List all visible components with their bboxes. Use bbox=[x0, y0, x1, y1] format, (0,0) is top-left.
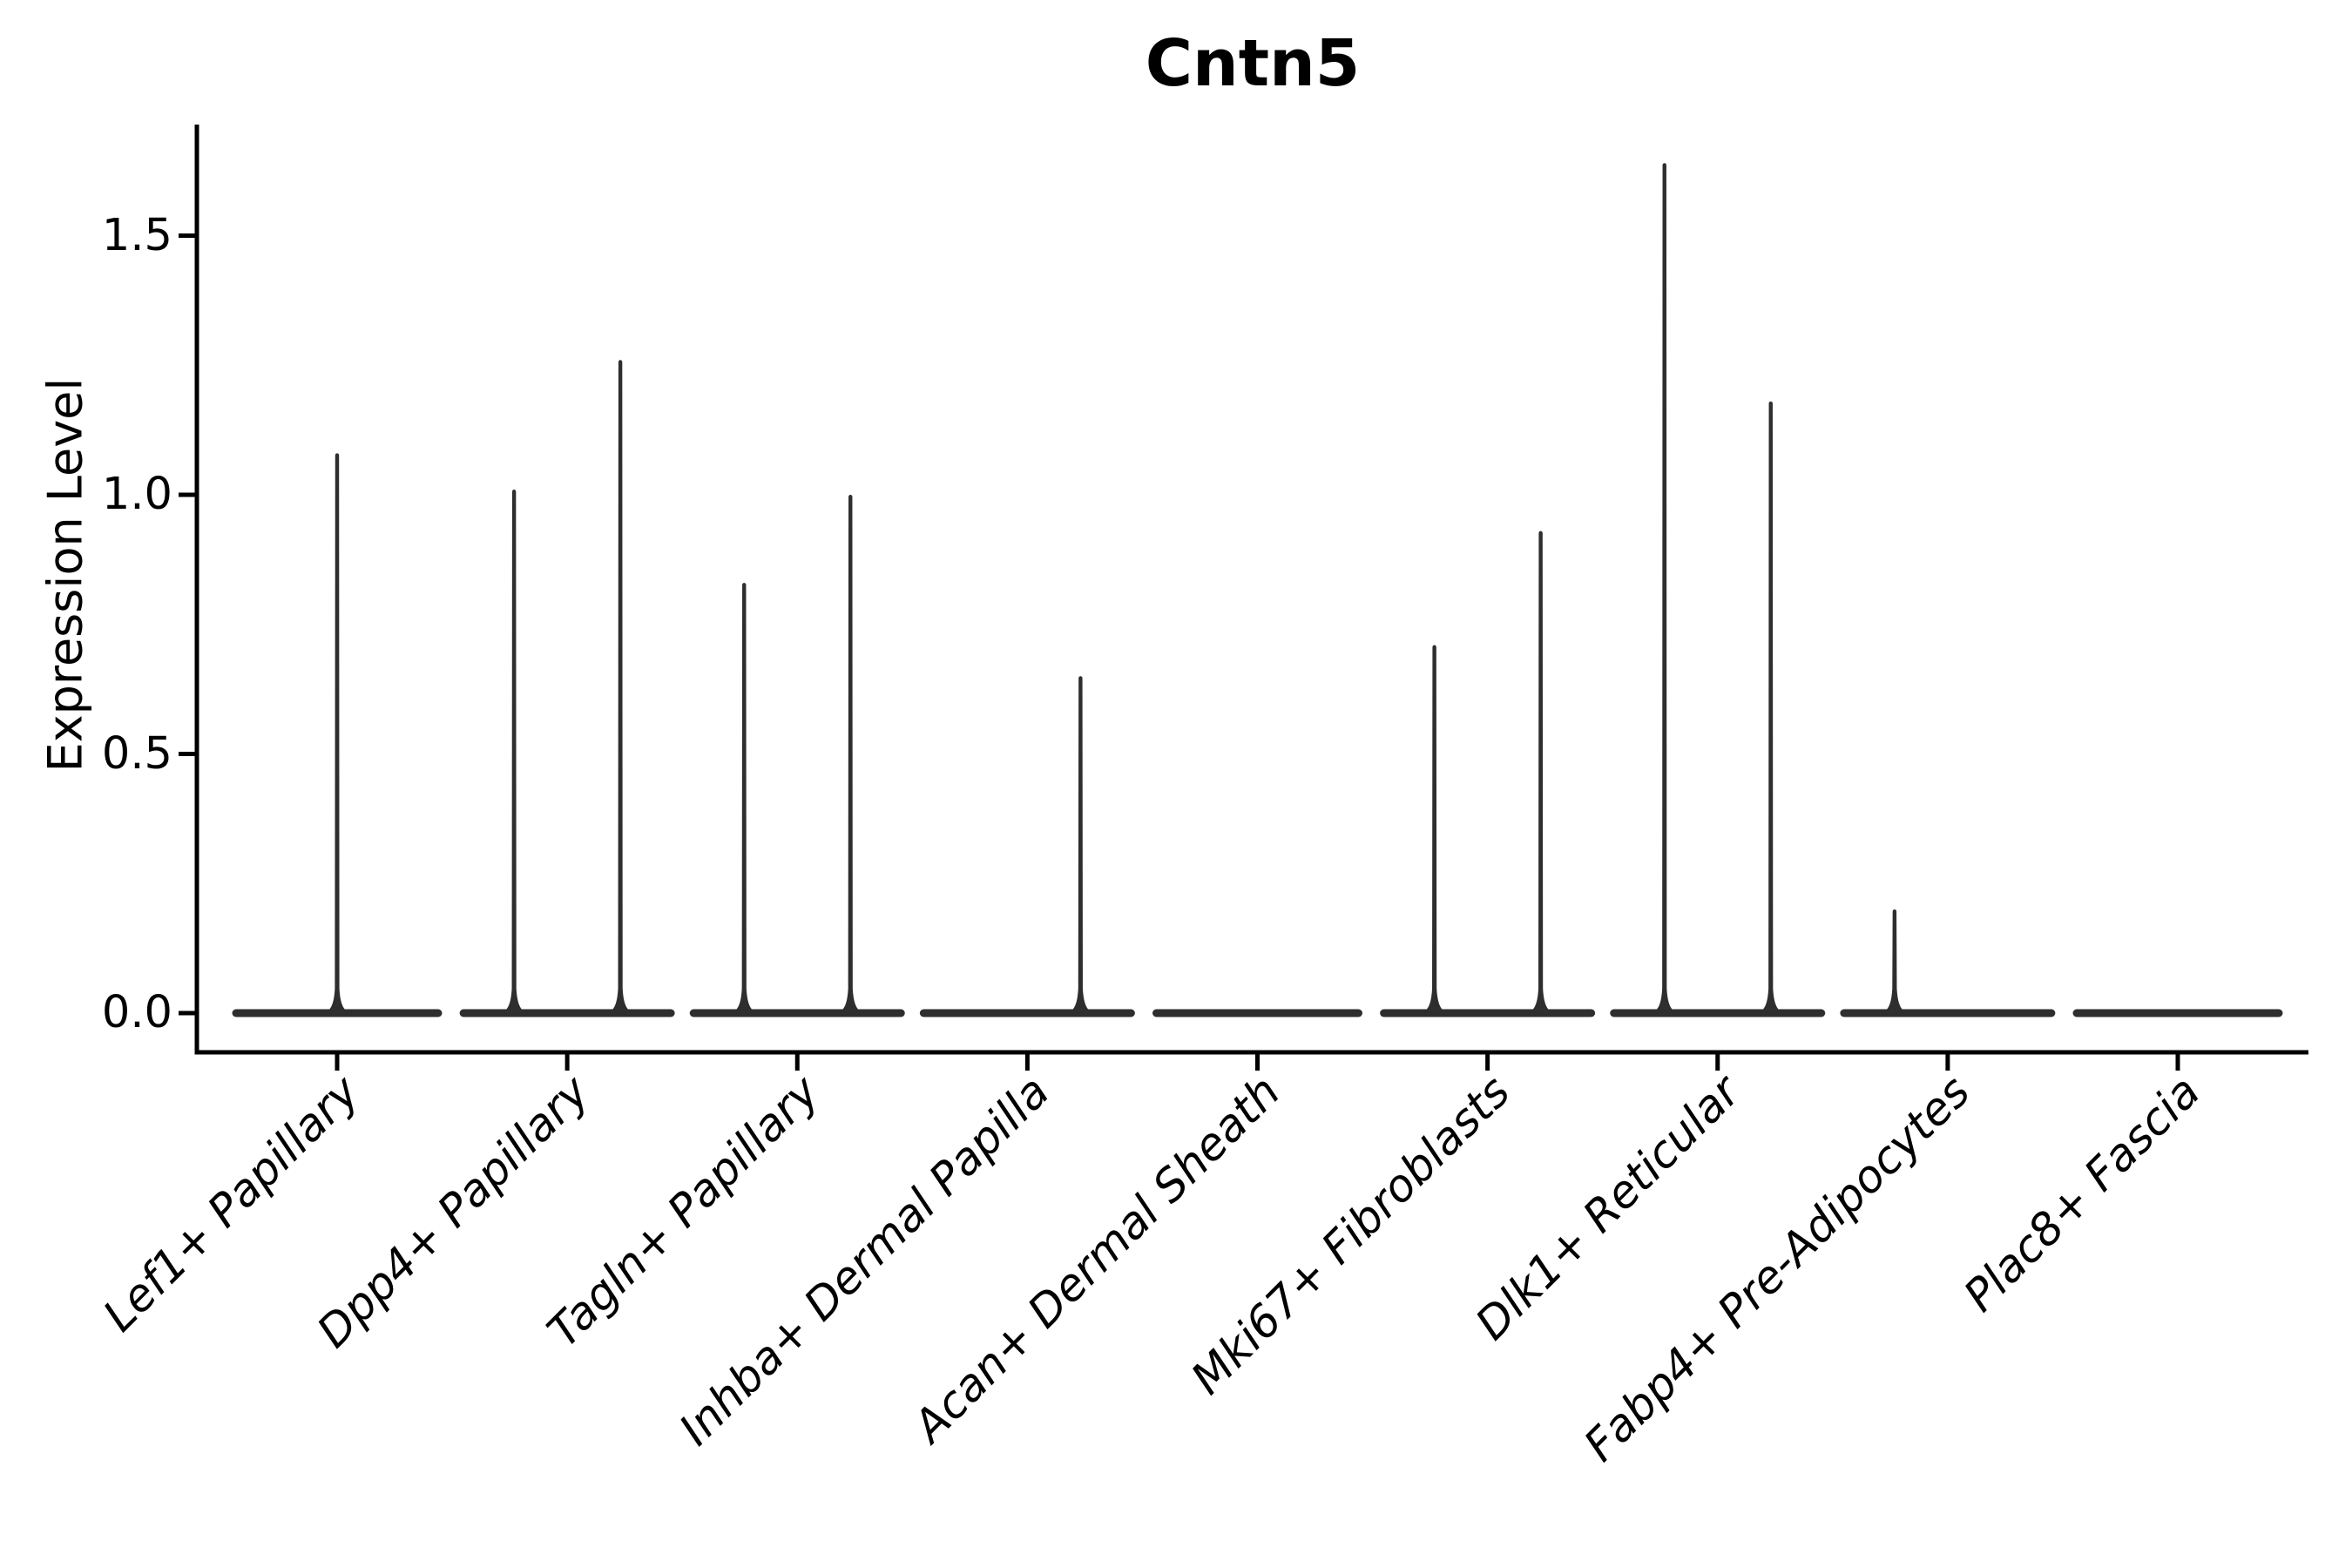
y-tick-label: 1.0 bbox=[101, 469, 172, 520]
chart-title: Cntn5 bbox=[1145, 26, 1361, 101]
y-tick-label: 1.5 bbox=[101, 209, 172, 261]
y-axis-label: Expression Level bbox=[37, 377, 93, 773]
y-tick-label: 0.5 bbox=[101, 727, 172, 780]
violin-spike bbox=[504, 490, 524, 1013]
violin-spike bbox=[734, 583, 754, 1013]
violin-spike bbox=[841, 495, 861, 1013]
y-tick-label: 0.0 bbox=[101, 987, 172, 1038]
violin-spike bbox=[1761, 401, 1781, 1013]
violin-spike bbox=[611, 360, 631, 1013]
violin-spike bbox=[1884, 909, 1904, 1013]
violin-spike bbox=[1531, 531, 1551, 1013]
violin-spike bbox=[1071, 676, 1091, 1013]
violin-spike bbox=[1424, 645, 1444, 1013]
violin-spike bbox=[328, 453, 347, 1013]
violin-spike bbox=[1654, 163, 1674, 1014]
